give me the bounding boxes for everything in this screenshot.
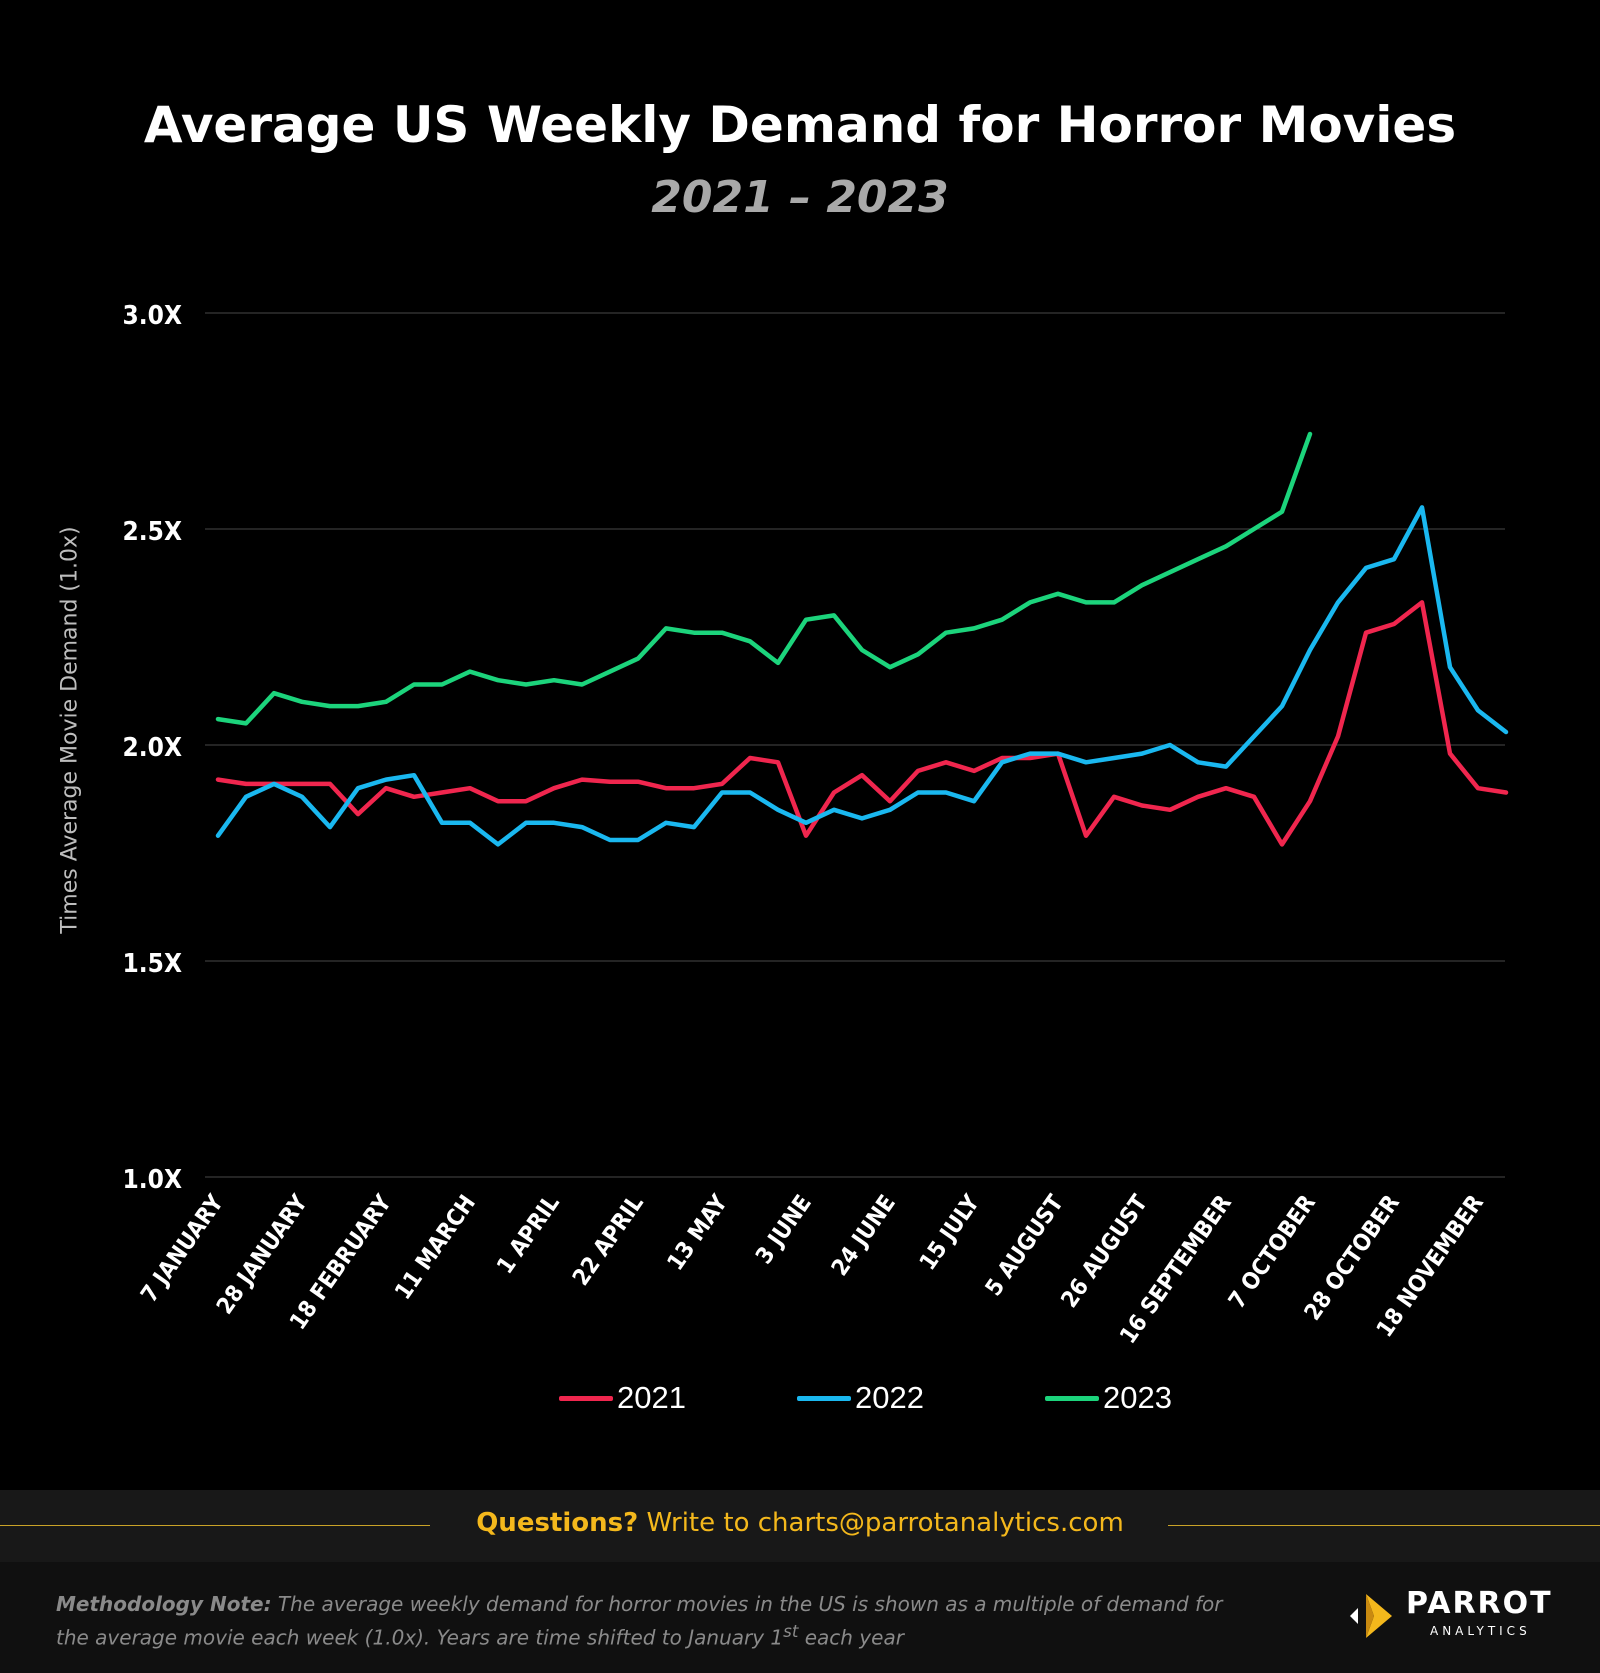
legend-label-2023: 2023 — [1103, 1380, 1172, 1415]
methodology-bold: Methodology Note: — [56, 1592, 272, 1616]
chart-title: Average US Weekly Demand for Horror Movi… — [143, 96, 1457, 154]
methodology-band: Methodology Note: The average weekly dem… — [0, 1562, 1600, 1673]
x-tick-label-7: 3 JUNE — [751, 1191, 817, 1269]
x-tick-label-4: 1 APRIL — [492, 1191, 565, 1279]
x-tick-label-9: 15 JULY — [915, 1190, 986, 1275]
x-tick-label-10: 5 AUGUST — [981, 1191, 1069, 1301]
y-tick-label-1: 1.5X — [123, 949, 182, 979]
legend-item-2022: 2022 — [797, 1380, 924, 1416]
methodology-sup: st — [783, 1622, 799, 1641]
methodology-note: Methodology Note: The average weekly dem… — [56, 1590, 1236, 1652]
legend-swatch-2021 — [559, 1395, 613, 1401]
parrot-analytics-logo: PARROT ANALYTICS — [1342, 1586, 1572, 1646]
legend-label-2021: 2021 — [617, 1380, 686, 1415]
questions-text: Questions? Write to charts@parrotanalyti… — [0, 1508, 1600, 1538]
footer-divider-left — [0, 1525, 430, 1526]
logo-subtext: ANALYTICS — [1430, 1624, 1531, 1638]
x-tick-label-6: 13 MAY — [663, 1190, 734, 1276]
methodology-text-2: each year — [798, 1625, 904, 1650]
y-tick-label-3: 2.5X — [123, 517, 182, 547]
y-tick-label-4: 3.0X — [123, 301, 182, 331]
logo-wordmark: PARROT — [1406, 1586, 1553, 1621]
legend-item-2021: 2021 — [559, 1380, 686, 1416]
x-tick-label-0: 7 JANUARY — [136, 1190, 229, 1308]
legend-label-2022: 2022 — [855, 1380, 924, 1415]
series-line-2022 — [215, 505, 1509, 847]
questions-bold: Questions? — [476, 1508, 639, 1538]
series-line-2021 — [215, 600, 1509, 847]
footer-divider-right — [1168, 1525, 1600, 1526]
questions-band: Questions? Write to charts@parrotanalyti… — [0, 1490, 1600, 1562]
y-tick-label-2: 2.0X — [123, 733, 182, 763]
legend-swatch-2022 — [797, 1395, 851, 1401]
x-tick-label-5: 22 APRIL — [568, 1191, 649, 1291]
x-tick-label-8: 24 JUNE — [827, 1191, 901, 1281]
series-line-2023 — [215, 431, 1313, 726]
methodology-text-1: The average weekly demand for horror mov… — [56, 1592, 1223, 1650]
legend-item-2023: 2023 — [1045, 1380, 1172, 1416]
x-tick-label-3: 11 MARCH — [390, 1191, 481, 1305]
y-tick-label-0: 1.0X — [123, 1165, 182, 1195]
x-tick-label-13: 7 OCTOBER — [1224, 1190, 1321, 1313]
questions-contact[interactable]: Write to charts@parrotanalytics.com — [638, 1508, 1124, 1538]
legend: 2021 2022 2023 — [0, 1380, 1600, 1420]
parrot-logo-icon — [1350, 1594, 1392, 1638]
legend-swatch-2023 — [1045, 1395, 1099, 1401]
x-tick-label-11: 26 AUGUST — [1057, 1191, 1153, 1313]
chart-subtitle: 2021 – 2023 — [651, 172, 949, 223]
